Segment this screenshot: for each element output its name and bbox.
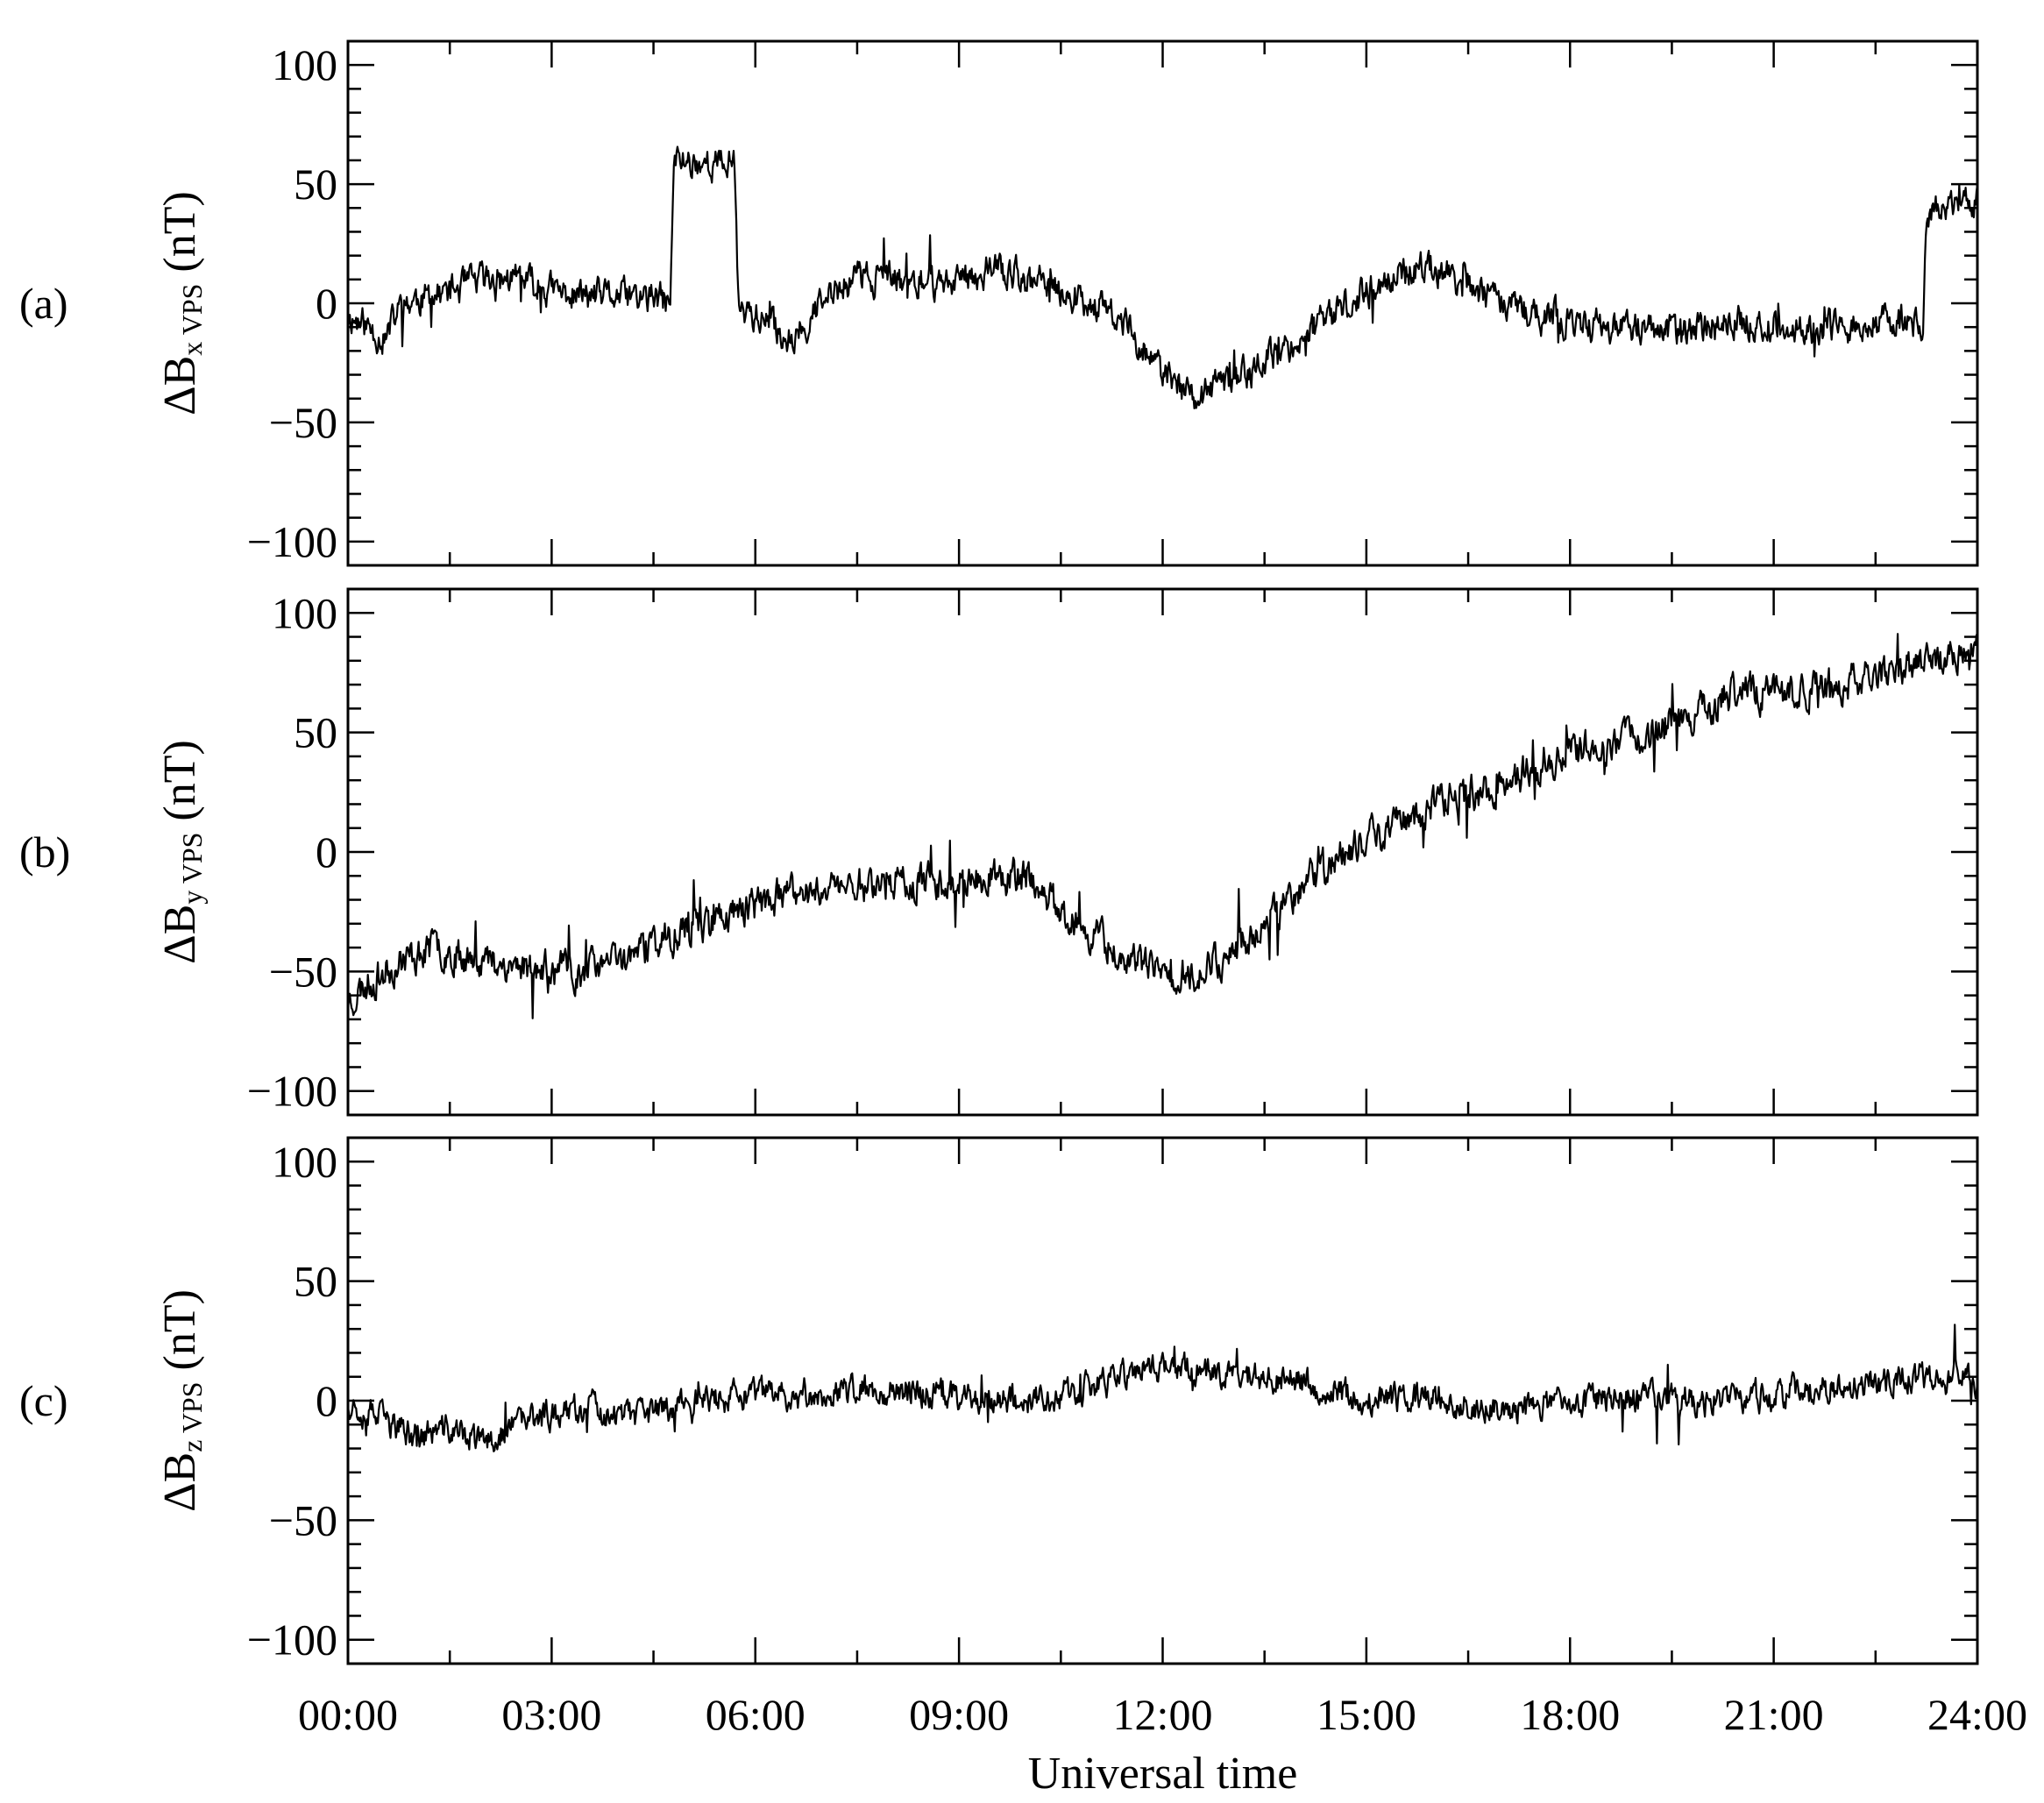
y-tick-label: 0 — [316, 827, 337, 877]
y-axis-label: ΔBx VPS (nT) — [155, 191, 208, 415]
y-tick-label: 0 — [316, 279, 337, 328]
series-line — [346, 633, 1979, 1019]
x-tick-label: 00:00 — [298, 1690, 398, 1739]
panel-tag: (b) — [19, 827, 70, 877]
y-tick-label: −100 — [247, 1615, 337, 1665]
x-tick-label: 12:00 — [1113, 1690, 1213, 1739]
y-tick-label: 0 — [316, 1376, 337, 1425]
y-axis-label: ΔBy VPS (nT) — [155, 740, 208, 964]
y-tick-label: 50 — [294, 1257, 337, 1306]
panel-0: −100 −50 0 50 100 (a) ΔBx VPS (nT) — [19, 39, 1979, 567]
x-tick-label: 21:00 — [1724, 1690, 1824, 1739]
y-tick-label: −100 — [247, 517, 337, 566]
x-tick-label: 15:00 — [1317, 1690, 1416, 1739]
panel-1: −100 −50 0 50 100 (b) ΔBy VPS (nT) — [19, 587, 1979, 1117]
x-tick-label: 18:00 — [1520, 1690, 1620, 1739]
panel-frame — [346, 587, 1979, 1117]
y-tick-label: 50 — [294, 160, 337, 209]
x-tick-label: 06:00 — [706, 1690, 806, 1739]
series-line — [346, 1324, 1979, 1452]
y-tick-label: 50 — [294, 708, 337, 757]
panel-tag: (a) — [19, 279, 68, 328]
x-tick-label: 09:00 — [909, 1690, 1009, 1739]
series-line — [347, 146, 1979, 409]
y-tick-label: 100 — [272, 1137, 337, 1186]
panel-tag: (c) — [19, 1376, 68, 1425]
panel-frame — [346, 39, 1979, 567]
y-tick-label: −50 — [269, 1495, 337, 1544]
x-tick-label: 03:00 — [501, 1690, 601, 1739]
y-tick-label: 100 — [272, 40, 337, 89]
y-axis-label: ΔBz VPS (nT) — [155, 1289, 208, 1512]
y-tick-label: −50 — [269, 398, 337, 447]
x-tick-label: 24:00 — [1927, 1690, 2027, 1739]
y-tick-label: 100 — [272, 588, 337, 637]
y-tick-label: −100 — [247, 1067, 337, 1116]
panel-frame — [346, 1136, 1979, 1665]
x-axis-label: Universal time — [1028, 1749, 1298, 1799]
panel-2: −100 −50 0 50 100 (c) ΔBz VPS (nT) — [19, 1136, 1979, 1665]
y-tick-label: −50 — [269, 947, 337, 996]
